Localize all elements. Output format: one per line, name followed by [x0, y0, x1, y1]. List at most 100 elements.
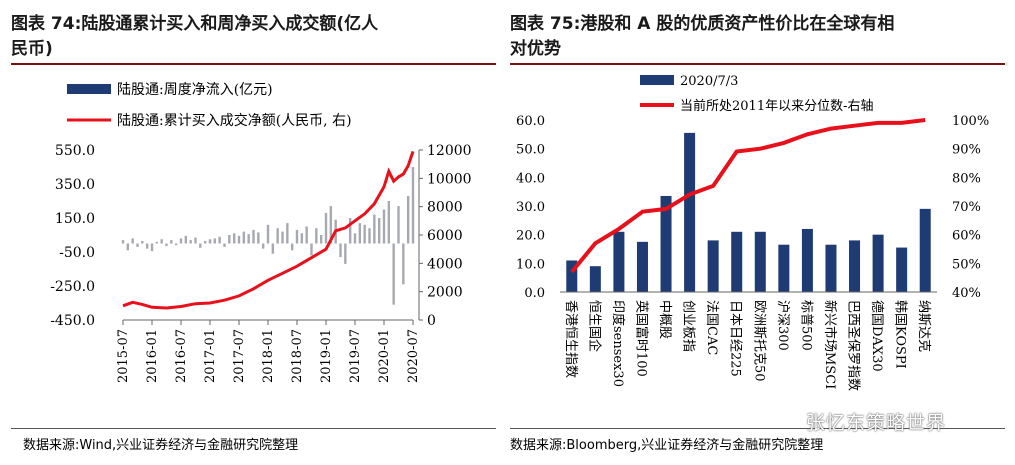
weekly-flow-bar [402, 243, 405, 285]
weekly-flow-bar [319, 235, 323, 244]
weekly-flow-bar [237, 235, 241, 244]
right-tick-label: 0 [427, 313, 436, 329]
weekly-flow-bar [397, 206, 400, 244]
left-tick-label: -450.0 [50, 313, 95, 329]
weekly-flow-bar [353, 233, 357, 244]
weekly-flow-bar [348, 218, 352, 244]
right-tick-label: 60% [952, 229, 981, 244]
left-chart-title-line2: 民币) [11, 39, 53, 59]
weekly-flow-bar [257, 232, 260, 244]
index-bar [636, 241, 648, 292]
weekly-flow-bar [179, 238, 183, 244]
index-bar [778, 244, 790, 292]
left-tick-label: 50.0 [516, 143, 545, 158]
index-bar [919, 208, 931, 292]
legend-label-date: 2020/7/3 [680, 74, 738, 89]
weekly-flow-bar [189, 240, 192, 244]
weekly-flow-bar [232, 233, 236, 244]
right-percentile-line [570, 118, 926, 274]
weekly-flow-bar [141, 240, 144, 244]
left-tick-label: 60.0 [516, 114, 545, 129]
category-label: 法国CAC [704, 300, 719, 355]
category-label: 中概股 [657, 300, 672, 339]
x-tick-label: 2015-07 [116, 329, 131, 383]
x-tick-label: 2019-07 [348, 329, 363, 383]
category-label: 日本日经225 [728, 300, 743, 377]
weekly-flow-bar [252, 229, 255, 244]
weekly-flow-bar [213, 238, 217, 244]
left-y-axis-left: 550.0 350.0 150.0 -50.0 -250.0 -450.0 [50, 143, 95, 329]
right-chart-title-line2: 对优势 [510, 39, 561, 59]
right-tick-label: 8000 [427, 200, 463, 216]
category-label: 英国富时100 [633, 300, 649, 377]
category-label: 韩国KOSPI [893, 300, 908, 369]
left-x-axis: 2015-07 2016-01 2016-07 2017-01 2017-07 2018-… [116, 319, 421, 383]
index-bar [566, 260, 578, 292]
legend-swatch-date [640, 75, 674, 85]
right-tick-label: 10000 [427, 171, 472, 187]
right-bars [566, 132, 931, 292]
index-bar [613, 231, 625, 292]
weekly-flow-bar [223, 243, 226, 247]
left-tick-label: 0.0 [524, 286, 545, 301]
category-label: 纳斯达克 [916, 300, 931, 352]
right-source: 数据来源:Bloomberg,兴业证券经济与金融研究院整理 [510, 438, 824, 453]
index-bar [684, 132, 696, 292]
weekly-flow-bar [228, 235, 231, 244]
category-label: 欧洲斯托克50 [751, 300, 766, 382]
category-label: 德国DAX30 [869, 300, 884, 372]
left-tick-label: 20.0 [516, 229, 545, 244]
index-bar [849, 240, 861, 292]
weekly-flow-bar [266, 224, 270, 244]
x-tick-label: 2018-07 [290, 329, 305, 383]
left-tick-label: 30.0 [516, 200, 545, 215]
category-label: 沪深300 [775, 300, 791, 351]
left-chart-title-line1: 图表 74:陆股通累计买入和周净买入成交额(亿人 [11, 14, 379, 34]
weekly-flow-bar [339, 243, 342, 258]
x-tick-label: 2020-07 [406, 329, 421, 383]
category-label: 创业板指 [681, 300, 696, 352]
weekly-flow-bar [218, 236, 221, 244]
right-y-axis-left: 60.0 50.0 40.0 30.0 20.0 10.0 0.0 [516, 114, 545, 301]
x-tick-label: 2018-01 [261, 329, 276, 383]
weekly-flow-bar [305, 226, 308, 244]
weekly-flow-bar [406, 195, 410, 244]
weekly-flow-bar [121, 240, 125, 244]
index-bar [896, 247, 908, 292]
weekly-flow-bar [165, 243, 168, 247]
index-bar [589, 266, 601, 292]
left-tick-label: -250.0 [50, 279, 95, 295]
weekly-flow-bar [261, 243, 265, 249]
weekly-flow-bar [150, 243, 154, 252]
weekly-flow-bar [160, 239, 163, 244]
weekly-flow-bar [208, 239, 212, 244]
left-source-rule [11, 428, 496, 429]
weekly-flow-bar [281, 231, 284, 244]
weekly-flow-bar [392, 243, 395, 305]
x-tick-label: 2017-07 [232, 329, 247, 383]
x-tick-label: 2020-01 [377, 329, 392, 383]
right-tick-label: 6000 [427, 228, 463, 244]
legend-label-percentile: 当前所处2011年以来分位数-右轴 [680, 98, 873, 114]
weekly-flow-bar [271, 243, 275, 254]
index-bar [872, 234, 884, 292]
index-bar [660, 195, 672, 292]
right-tick-label: 90% [952, 143, 981, 158]
right-tick-label: 12000 [427, 143, 472, 159]
weekly-flow-bar [174, 243, 178, 246]
left-tick-label: -50.0 [59, 245, 95, 261]
weekly-flow-bar [247, 234, 250, 244]
left-tick-label: 350.0 [55, 177, 95, 193]
left-tick-label: 150.0 [55, 211, 95, 227]
weekly-flow-bar [324, 212, 328, 244]
weekly-flow-bar [194, 237, 197, 244]
right-legend: 2020/7/3 当前所处2011年以来分位数-右轴 [640, 74, 873, 114]
weekly-flow-bar [310, 243, 313, 256]
x-tick-label: 2016-01 [145, 329, 160, 383]
index-bar [707, 240, 719, 292]
category-label: 恒生国企 [586, 300, 602, 352]
weekly-flow-bar [126, 243, 130, 251]
right-tick-label: 2000 [427, 285, 463, 301]
legend-swatch-weekly [67, 84, 111, 94]
right-tick-label: 70% [952, 200, 981, 215]
